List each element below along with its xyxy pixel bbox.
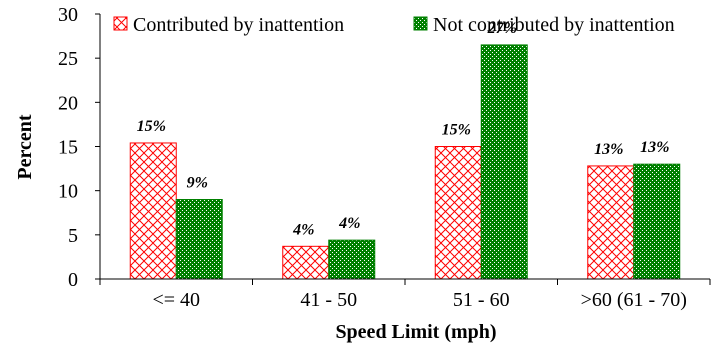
axes	[99, 14, 711, 285]
bar-not-contributed	[175, 199, 223, 280]
bar-contributed	[282, 245, 330, 280]
bar-not-contributed	[480, 44, 528, 280]
legend-swatch-contributed	[113, 16, 128, 31]
data-labels: 15% 9% 4% 4% 15% 27% 13% 13%	[137, 20, 670, 238]
data-label-not-contributed: 13%	[640, 139, 669, 156]
data-label-not-contributed: 9%	[187, 175, 208, 192]
y-axis-ticks: 0 5 10 15 20 25 30	[58, 4, 100, 291]
x-category-label: >60 (61 - 70)	[581, 289, 687, 311]
x-category-label: 41 - 50	[300, 289, 357, 311]
y-tick-label: 15	[58, 137, 78, 159]
y-tick-label: 30	[58, 4, 78, 26]
legend-label-contributed: Contributed by inattention	[133, 14, 344, 36]
y-tick-label: 25	[58, 48, 78, 70]
category-labels: <= 40 41 - 50 51 - 60 >60 (61 - 70)	[152, 289, 686, 311]
data-label-contributed: 4%	[292, 221, 314, 238]
legend-swatch-not-contributed	[413, 16, 428, 31]
y-tick-label: 20	[58, 92, 78, 114]
data-label-not-contributed: 27%	[487, 20, 517, 37]
bar-contributed	[587, 165, 635, 280]
y-tick-label: 10	[58, 181, 78, 203]
data-label-contributed: 13%	[594, 141, 623, 158]
bar-not-contributed	[328, 239, 376, 280]
data-label-not-contributed: 4%	[338, 215, 360, 232]
x-category-label: <= 40	[152, 289, 200, 311]
bars	[129, 44, 681, 280]
x-category-label: 51 - 60	[453, 289, 510, 311]
x-axis-title: Speed Limit (mph)	[335, 321, 496, 343]
y-tick-label: 0	[68, 269, 78, 291]
bar-contributed	[434, 146, 482, 280]
bar-contributed	[129, 142, 177, 280]
legend: Contributed by inattention Not contribut…	[113, 14, 675, 36]
data-label-contributed: 15%	[442, 122, 471, 139]
y-tick-label: 5	[68, 225, 78, 247]
legend-label-not-contributed: Not contributed by inattention	[433, 14, 675, 36]
data-label-contributed: 15%	[137, 118, 166, 135]
y-axis-title: Percent	[14, 114, 36, 179]
bar-not-contributed	[633, 163, 681, 280]
